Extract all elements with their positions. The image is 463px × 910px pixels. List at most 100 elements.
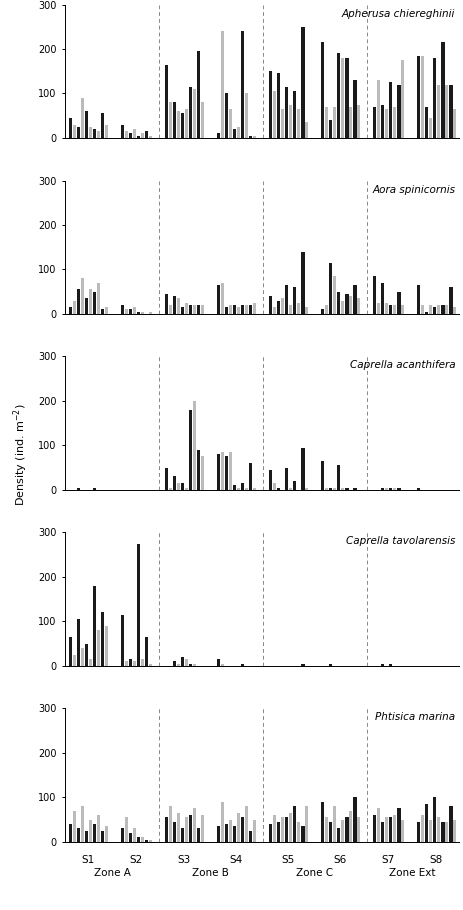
Bar — [320, 802, 324, 842]
Bar — [193, 663, 196, 666]
Bar — [440, 305, 444, 314]
Bar — [181, 483, 184, 490]
Bar — [276, 74, 280, 137]
Bar — [132, 308, 136, 314]
Bar — [77, 488, 80, 490]
Bar — [125, 817, 128, 842]
Bar — [129, 134, 132, 137]
Bar — [416, 285, 419, 314]
Bar — [276, 822, 280, 842]
Bar — [169, 488, 172, 490]
Bar — [244, 488, 248, 490]
Bar — [105, 826, 108, 842]
Text: Zone Ext: Zone Ext — [388, 868, 435, 878]
Bar — [69, 118, 72, 137]
Bar — [392, 815, 395, 842]
Bar — [432, 797, 436, 842]
Bar — [424, 106, 427, 137]
Bar — [328, 120, 332, 137]
Bar — [125, 309, 128, 314]
Bar — [228, 820, 232, 842]
Bar — [240, 305, 244, 314]
Bar — [81, 648, 84, 666]
Bar — [396, 488, 400, 490]
Bar — [332, 488, 336, 490]
Bar — [376, 80, 380, 137]
Text: S2: S2 — [130, 855, 143, 865]
Bar — [216, 826, 220, 842]
Bar — [356, 817, 360, 842]
Bar — [173, 477, 176, 490]
Bar — [164, 65, 168, 137]
Bar — [121, 828, 124, 842]
Bar — [340, 300, 344, 314]
Bar — [388, 305, 392, 314]
Bar — [188, 410, 192, 490]
Bar — [228, 305, 232, 314]
Bar — [73, 125, 76, 137]
Bar — [93, 824, 96, 842]
Bar — [392, 106, 395, 137]
Bar — [77, 828, 80, 842]
Bar — [300, 663, 304, 666]
Text: Density (ind. m$^{-2}$): Density (ind. m$^{-2}$) — [12, 404, 30, 506]
Bar — [328, 663, 332, 666]
Bar — [392, 305, 395, 314]
Bar — [236, 126, 240, 137]
Bar — [284, 285, 288, 314]
Bar — [141, 134, 144, 137]
Bar — [125, 662, 128, 666]
Bar — [344, 58, 348, 137]
Bar — [293, 288, 296, 314]
Bar — [85, 831, 88, 842]
Bar — [132, 828, 136, 842]
Bar — [81, 278, 84, 314]
Bar — [293, 806, 296, 842]
Bar — [188, 663, 192, 666]
Bar — [240, 817, 244, 842]
Bar — [276, 488, 280, 490]
Bar — [380, 488, 384, 490]
Bar — [252, 488, 256, 490]
Bar — [129, 659, 132, 666]
Bar — [125, 131, 128, 137]
Bar — [101, 612, 104, 666]
Bar — [324, 817, 327, 842]
Bar — [73, 811, 76, 842]
Bar — [97, 631, 100, 666]
Bar — [388, 82, 392, 137]
Bar — [444, 822, 447, 842]
Bar — [384, 817, 388, 842]
Bar — [141, 311, 144, 314]
Bar — [396, 291, 400, 314]
Bar — [240, 31, 244, 137]
Bar — [188, 815, 192, 842]
Bar — [169, 102, 172, 137]
Bar — [436, 305, 439, 314]
Bar — [336, 828, 340, 842]
Bar — [444, 85, 447, 137]
Bar — [164, 468, 168, 490]
Bar — [332, 106, 336, 137]
Text: Caprella tavolarensis: Caprella tavolarensis — [345, 537, 455, 547]
Bar — [173, 102, 176, 137]
Bar — [97, 815, 100, 842]
Bar — [240, 663, 244, 666]
Bar — [452, 109, 456, 137]
Bar — [216, 454, 220, 490]
Bar — [149, 136, 152, 137]
Bar — [200, 305, 204, 314]
Bar — [356, 298, 360, 314]
Bar — [376, 808, 380, 842]
Bar — [452, 820, 456, 842]
Bar — [352, 80, 356, 137]
Text: Aora spinicornis: Aora spinicornis — [372, 185, 455, 195]
Bar — [88, 820, 92, 842]
Text: S4: S4 — [229, 855, 243, 865]
Bar — [420, 815, 423, 842]
Bar — [132, 662, 136, 666]
Bar — [188, 305, 192, 314]
Bar — [216, 134, 220, 137]
Bar — [193, 89, 196, 137]
Text: S1: S1 — [81, 855, 95, 865]
